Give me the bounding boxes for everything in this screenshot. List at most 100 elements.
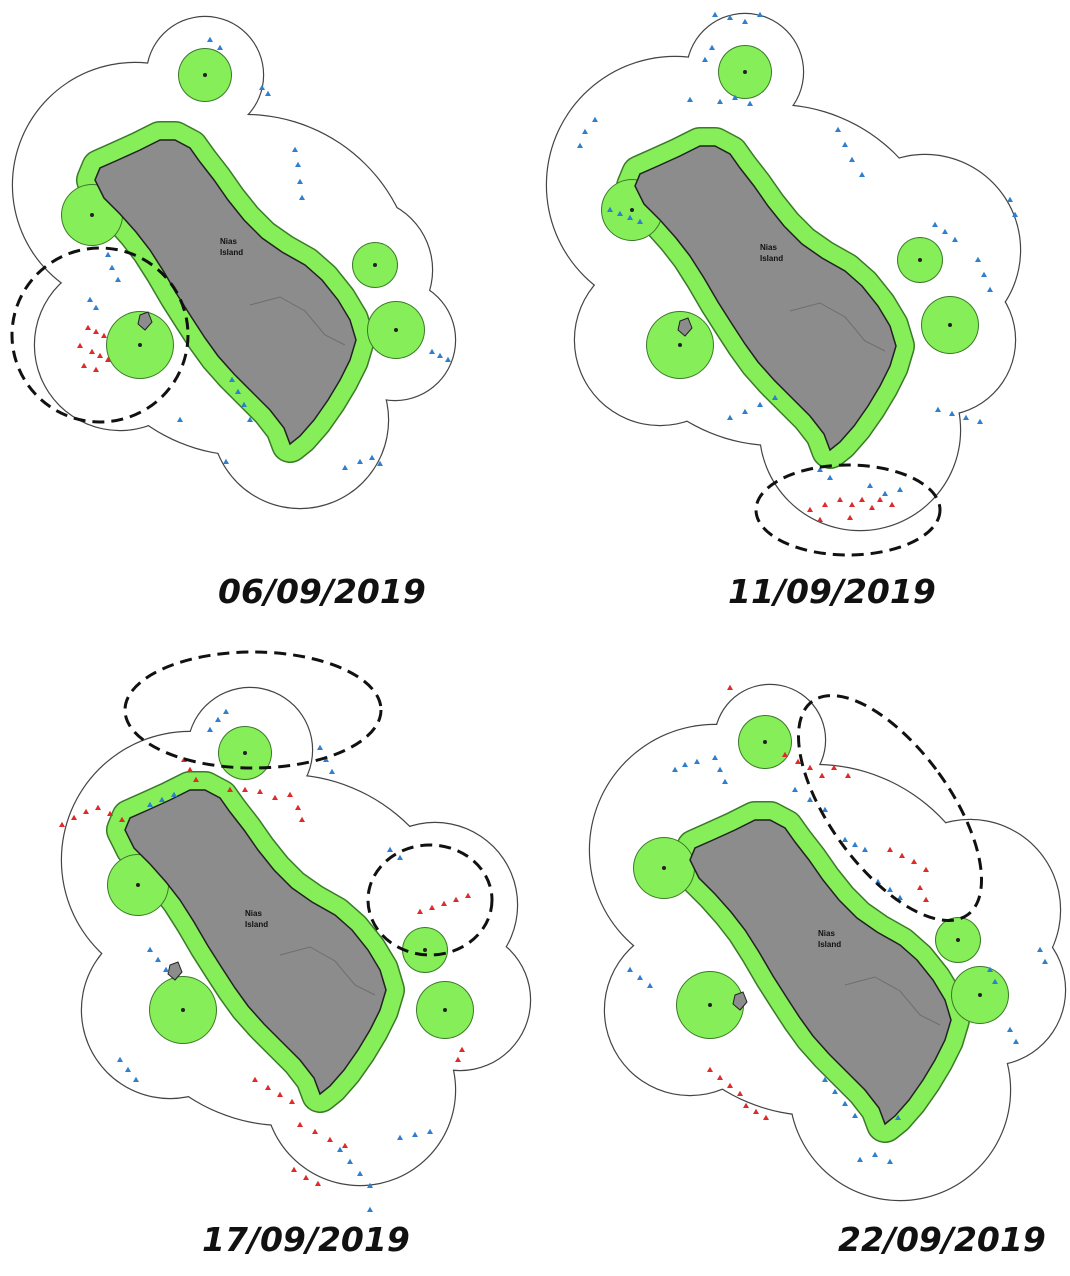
islet-dot (743, 70, 747, 74)
red-triangle-icon (265, 1084, 271, 1090)
blue-triangle-icon (887, 886, 893, 892)
red-points (77, 324, 111, 372)
red-triangle-icon (845, 772, 851, 778)
panel-date: 11/09/2019 (728, 572, 936, 611)
red-triangle-icon (272, 794, 278, 800)
island-shape (94, 139, 357, 446)
island-land (689, 819, 952, 1126)
red-triangle-icon (459, 1046, 465, 1052)
islet-dot (630, 208, 634, 212)
blue-triangle-icon (897, 894, 903, 900)
blue-triangle-icon (147, 801, 153, 807)
blue-triangle-icon (163, 966, 169, 972)
island-shape (689, 819, 952, 1126)
red-triangle-icon (59, 821, 65, 827)
red-points (807, 496, 895, 522)
blue-triangle-icon (607, 206, 613, 212)
map-figure: Nias Island (588, 683, 1067, 1202)
map-panel-2019-09-22: Nias Island 22/09/2019 (570, 650, 1070, 1276)
red-triangle-icon (429, 904, 435, 910)
blue-triangle-icon (952, 236, 958, 242)
blue-triangle-icon (117, 1056, 123, 1062)
red-triangle-icon (795, 758, 801, 764)
red-triangle-icon (727, 1082, 733, 1088)
red-triangle-icon (911, 858, 917, 864)
blue-triangle-icon (397, 854, 403, 860)
blue-triangle-icon (807, 796, 813, 802)
blue-triangle-icon (935, 406, 941, 412)
small-island (732, 991, 748, 1011)
blue-triangle-icon (347, 1158, 353, 1164)
blue-triangle-icon (687, 96, 693, 102)
red-triangle-icon (831, 764, 837, 770)
red-triangle-icon (889, 501, 895, 507)
blue-triangle-icon (1012, 211, 1018, 217)
district-line (279, 946, 376, 996)
islet-dot (203, 73, 207, 77)
islet-dot (138, 343, 142, 347)
red-triangle-icon (877, 496, 883, 502)
red-triangle-icon (849, 501, 855, 507)
blue-triangle-icon (882, 490, 888, 496)
islet-dot (423, 948, 427, 952)
blue-triangle-icon (592, 116, 598, 122)
blue-triangle-icon (367, 1182, 373, 1188)
blue-triangle-icon (177, 416, 183, 422)
islet-dot (373, 263, 377, 267)
red-triangle-icon (77, 342, 83, 348)
blue-triangle-icon (627, 966, 633, 972)
blue-triangle-icon (265, 90, 271, 96)
map-panel-2019-09-11: Nias Island 11/09/2019 (540, 0, 1070, 620)
blue-triangle-icon (712, 11, 718, 17)
blue-triangle-icon (357, 1170, 363, 1176)
blue-triangle-icon (1037, 946, 1043, 952)
panel-date: 17/09/2019 (202, 1220, 410, 1259)
blue-triangle-icon (159, 796, 165, 802)
red-triangle-icon (289, 1098, 295, 1104)
blue-triangle-icon (1042, 958, 1048, 964)
red-triangle-icon (923, 896, 929, 902)
blue-triangle-icon (369, 454, 375, 460)
island-shape (124, 789, 387, 1096)
red-triangle-icon (119, 816, 125, 822)
blue-triangle-icon (897, 486, 903, 492)
blue-triangle-icon (617, 210, 623, 216)
red-triangle-icon (822, 501, 828, 507)
red-triangle-icon (887, 846, 893, 852)
blue-triangle-icon (133, 1076, 139, 1082)
blue-triangle-icon (702, 56, 708, 62)
blue-triangle-icon (155, 956, 161, 962)
district-line (789, 302, 886, 352)
blue-triangle-icon (672, 766, 678, 772)
blue-triangle-icon (867, 482, 873, 488)
blue-triangle-icon (712, 754, 718, 760)
blue-triangle-icon (992, 978, 998, 984)
blue-triangle-icon (981, 271, 987, 277)
blue-triangle-icon (377, 460, 383, 466)
blue-triangle-icon (1007, 196, 1013, 202)
panel-date: 06/09/2019 (218, 572, 426, 611)
blue-triangle-icon (987, 966, 993, 972)
blue-triangle-icon (872, 1151, 878, 1157)
red-triangle-icon (923, 866, 929, 872)
blue-triangle-icon (241, 401, 247, 407)
red-triangle-icon (847, 514, 853, 520)
islet-dot (181, 1008, 185, 1012)
small-island (137, 311, 153, 331)
blue-triangle-icon (429, 348, 435, 354)
red-triangle-icon (193, 776, 199, 782)
red-triangle-icon (85, 324, 91, 330)
blue-triangle-icon (259, 84, 265, 90)
islet-dot (978, 993, 982, 997)
blue-triangle-icon (223, 708, 229, 714)
blue-triangle-icon (582, 128, 588, 134)
blue-triangle-icon (682, 761, 688, 767)
district-line (249, 296, 346, 346)
blue-triangle-icon (842, 1100, 848, 1106)
panel-date: 22/09/2019 (838, 1220, 1046, 1259)
red-triangle-icon (71, 814, 77, 820)
blue-triangle-icon (647, 982, 653, 988)
red-triangle-icon (101, 332, 107, 338)
blue-triangle-icon (722, 778, 728, 784)
island-land (634, 145, 897, 452)
